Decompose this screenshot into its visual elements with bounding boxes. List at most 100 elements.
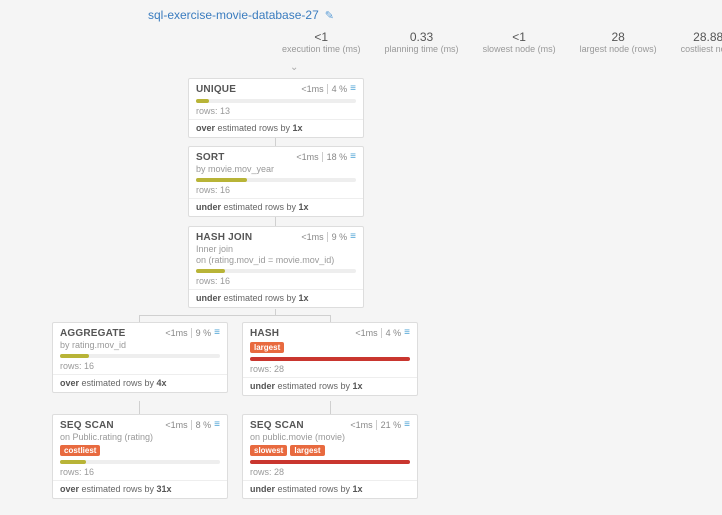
node-subtitle: by movie.mov_year — [196, 164, 356, 174]
node-meta: <1ms 21 %≡ — [350, 420, 410, 430]
db-icon[interactable]: ≡ — [404, 420, 410, 430]
node-time: <1ms — [165, 420, 187, 430]
node-pct: 18 % — [322, 152, 348, 162]
db-icon[interactable]: ≡ — [350, 152, 356, 162]
node-rows: rows: 28 — [250, 467, 410, 477]
badge: costliest — [60, 445, 100, 456]
node-meta: <1ms 9 %≡ — [165, 328, 220, 338]
node-name: AGGREGATE — [60, 328, 126, 339]
stat-value: <1 — [483, 30, 556, 44]
node-estimate: over estimated rows by 4x — [60, 378, 220, 388]
node-bar — [60, 460, 220, 464]
plan-node-hashjoin[interactable]: HASH JOIN <1ms 9 %≡ Inner joinon (rating.mo… — [188, 226, 364, 308]
node-estimate: under estimated rows by 1x — [196, 293, 356, 303]
node-rows: rows: 16 — [196, 185, 356, 195]
node-meta: <1ms 4 %≡ — [355, 328, 410, 338]
badges: largest — [250, 342, 410, 353]
plan-node-seq2[interactable]: SEQ SCAN <1ms 21 %≡ on public.movie (movie)… — [242, 414, 418, 499]
node-pct: 21 % — [376, 420, 402, 430]
stat-label: execution time (ms) — [282, 44, 361, 54]
stat-item: 28largest node (rows) — [568, 30, 669, 54]
plan-node-unique[interactable]: UNIQUE <1ms 4 %≡ rows: 13 over estimated row… — [188, 78, 364, 138]
node-name: HASH JOIN — [196, 232, 252, 243]
stat-value: 28 — [580, 30, 657, 44]
node-meta: <1ms 8 %≡ — [165, 420, 220, 430]
node-bar — [250, 357, 410, 361]
stats-row: <1execution time (ms)0.33planning time (… — [270, 30, 710, 54]
stat-item: 28.88costliest node — [669, 30, 722, 54]
node-subtitle: by rating.mov_id — [60, 340, 220, 350]
db-icon[interactable]: ≡ — [350, 84, 356, 94]
connector — [139, 315, 331, 316]
db-icon[interactable]: ≡ — [404, 328, 410, 338]
node-time: <1ms — [165, 328, 187, 338]
node-name: SEQ SCAN — [60, 420, 114, 431]
node-pct: 4 % — [381, 328, 402, 338]
db-icon[interactable]: ≡ — [214, 420, 220, 430]
node-bar — [250, 460, 410, 464]
db-icon[interactable]: ≡ — [214, 328, 220, 338]
node-pct: 9 % — [191, 328, 212, 338]
node-meta: <1ms 9 %≡ — [301, 232, 356, 242]
node-meta: <1ms 4 %≡ — [301, 84, 356, 94]
stat-label: largest node (rows) — [580, 44, 657, 54]
badges: slowestlargest — [250, 445, 410, 456]
node-estimate: over estimated rows by 31x — [60, 484, 220, 494]
plan-node-hash[interactable]: HASH <1ms 4 %≡ largest rows: 28 under estimat… — [242, 322, 418, 396]
plan-node-sort[interactable]: SORT <1ms 18 %≡ by movie.mov_year rows: 16 un… — [188, 146, 364, 217]
plan-node-aggregate[interactable]: AGGREGATE <1ms 9 %≡ by rating.mov_id rows: 1… — [52, 322, 228, 393]
node-pct: 4 % — [327, 84, 348, 94]
stat-label: costliest node — [681, 44, 722, 54]
node-bar — [196, 99, 356, 103]
node-time: <1ms — [296, 152, 318, 162]
db-icon[interactable]: ≡ — [350, 232, 356, 242]
node-name: UNIQUE — [196, 84, 236, 95]
plan-title: sql-exercise-movie-database-27 ✎ — [148, 8, 334, 22]
node-time: <1ms — [350, 420, 372, 430]
connector — [139, 401, 140, 415]
node-meta: <1ms 18 %≡ — [296, 152, 356, 162]
node-pct: 9 % — [327, 232, 348, 242]
badges: costliest — [60, 445, 220, 456]
node-time: <1ms — [301, 232, 323, 242]
stat-item: <1execution time (ms) — [270, 30, 373, 54]
stat-item: <1slowest node (ms) — [471, 30, 568, 54]
badge: largest — [250, 342, 284, 353]
node-estimate: over estimated rows by 1x — [196, 123, 356, 133]
edit-icon[interactable]: ✎ — [325, 9, 334, 22]
stat-label: slowest node (ms) — [483, 44, 556, 54]
node-pct: 8 % — [191, 420, 212, 430]
node-subtitle: on Public.rating (rating) — [60, 432, 220, 442]
badge: slowest — [250, 445, 287, 456]
plan-node-seq1[interactable]: SEQ SCAN <1ms 8 %≡ on Public.rating (rating… — [52, 414, 228, 499]
node-name: SEQ SCAN — [250, 420, 304, 431]
node-subtitle: on public.movie (movie) — [250, 432, 410, 442]
stat-value: 28.88 — [681, 30, 722, 44]
node-time: <1ms — [301, 84, 323, 94]
plan-tree: UNIQUE<1ms4 %≡rows: 13over estimated row… — [40, 78, 680, 502]
badge: largest — [290, 445, 324, 456]
node-rows: rows: 16 — [60, 361, 220, 371]
node-estimate: under estimated rows by 1x — [196, 202, 356, 212]
node-subtitle: Inner join — [196, 244, 356, 254]
title-text: sql-exercise-movie-database-27 — [148, 8, 319, 22]
node-estimate: under estimated rows by 1x — [250, 484, 410, 494]
chevron-down-icon: ⌄ — [290, 62, 298, 73]
connector — [330, 401, 331, 415]
node-bar — [60, 354, 220, 358]
stat-label: planning time (ms) — [385, 44, 459, 54]
node-rows: rows: 28 — [250, 364, 410, 374]
node-name: HASH — [250, 328, 279, 339]
node-bar — [196, 269, 356, 273]
node-rows: rows: 16 — [196, 276, 356, 286]
stat-value: <1 — [282, 30, 361, 44]
stat-item: 0.33planning time (ms) — [373, 30, 471, 54]
stat-value: 0.33 — [385, 30, 459, 44]
node-time: <1ms — [355, 328, 377, 338]
node-estimate: under estimated rows by 1x — [250, 381, 410, 391]
node-rows: rows: 13 — [196, 106, 356, 116]
node-subtitle2: on (rating.mov_id = movie.mov_id) — [196, 255, 356, 265]
node-name: SORT — [196, 152, 225, 163]
node-rows: rows: 16 — [60, 467, 220, 477]
node-bar — [196, 178, 356, 182]
